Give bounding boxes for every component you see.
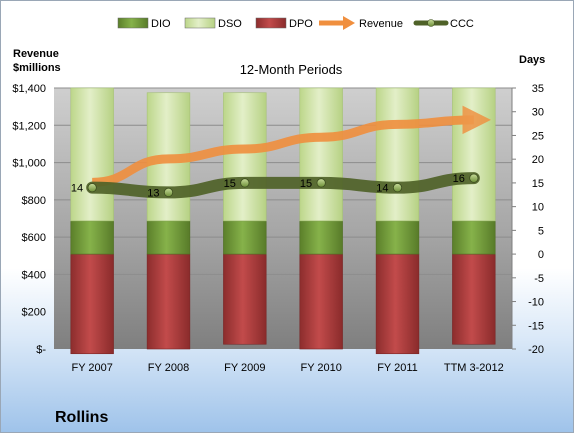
right-tick-label: 20 bbox=[532, 154, 544, 166]
left-tick-label: $200 bbox=[22, 307, 46, 319]
x-tick-label: FY 2009 bbox=[224, 362, 265, 374]
ccc-data-label: 15 bbox=[300, 178, 312, 190]
ccc-point bbox=[316, 178, 326, 188]
x-tick-label: FY 2010 bbox=[300, 362, 341, 374]
bar-dso bbox=[299, 87, 343, 222]
ccc-point bbox=[163, 187, 174, 197]
right-tick-label: 0 bbox=[538, 249, 544, 261]
ccc-data-label: 14 bbox=[71, 183, 83, 195]
bar-dpo bbox=[375, 253, 420, 355]
legend-label-dpo: DPO bbox=[289, 18, 313, 30]
right-tick-label: 15 bbox=[532, 178, 544, 190]
right-tick-label: 5 bbox=[538, 225, 544, 237]
ccc-data-label: 16 bbox=[453, 173, 465, 185]
legend-swatch-dio bbox=[117, 17, 149, 29]
x-tick-label: FY 2007 bbox=[71, 362, 112, 374]
right-tick-label: -5 bbox=[534, 273, 544, 285]
plot-area bbox=[54, 88, 512, 349]
bars bbox=[70, 87, 496, 355]
x-tick-label: TTM 3-2012 bbox=[444, 362, 504, 374]
right-tick-label: -20 bbox=[528, 344, 544, 356]
bar-dpo bbox=[146, 253, 191, 350]
right-tick-label: 30 bbox=[532, 107, 544, 119]
legend-label-ccc: CCC bbox=[450, 18, 474, 30]
legend: DIO DSO DPO Revenue CCC bbox=[117, 16, 474, 30]
right-axis: -20 -15 -10 -5 0 5 10 15 20 25 30 35 bbox=[511, 83, 544, 356]
legend-swatch-dso bbox=[184, 17, 216, 29]
bar-dso bbox=[223, 92, 267, 222]
left-axis: $- $200 $400 $600 $800 $1,000 $1,200 $1,400 bbox=[12, 83, 46, 356]
left-tick-label: $800 bbox=[22, 195, 46, 207]
ccc-series: 14 13 15 15 14 16 bbox=[71, 172, 480, 199]
bar-dio bbox=[375, 220, 420, 255]
left-tick-label: $1,400 bbox=[12, 83, 46, 95]
legend-swatch-dpo bbox=[255, 17, 287, 29]
legend-label-dio: DIO bbox=[151, 18, 171, 30]
bar-dio bbox=[146, 220, 191, 255]
bar-dpo bbox=[70, 253, 114, 355]
ccc-point bbox=[392, 183, 403, 193]
legend-arrowhead bbox=[343, 16, 355, 30]
bar-dio bbox=[223, 220, 267, 255]
left-tick-label: $400 bbox=[22, 269, 46, 281]
bar-dio bbox=[299, 220, 343, 255]
legend-label-revenue: Revenue bbox=[359, 18, 403, 30]
x-tick-label: FY 2008 bbox=[148, 362, 189, 374]
company-name: Rollins bbox=[55, 409, 108, 426]
bar-dso bbox=[70, 87, 114, 222]
ccc-point bbox=[87, 183, 97, 193]
gridlines bbox=[54, 87, 512, 313]
revenue-line bbox=[91, 105, 492, 187]
left-axis-label-line1: Revenue bbox=[13, 48, 59, 60]
right-tick-label: 25 bbox=[532, 130, 544, 142]
right-tick-label: -10 bbox=[528, 297, 544, 309]
left-axis-label-line2: $millions bbox=[13, 62, 61, 74]
chart-title: 12-Month Periods bbox=[240, 62, 343, 77]
ccc-data-label: 15 bbox=[224, 178, 236, 190]
bar-dso bbox=[375, 87, 420, 222]
left-tick-label: $1,000 bbox=[12, 158, 46, 170]
right-axis-label: Days bbox=[519, 54, 545, 66]
right-tick-label: 10 bbox=[532, 202, 544, 214]
legend-label-dso: DSO bbox=[218, 18, 242, 30]
bar-dpo bbox=[452, 253, 496, 345]
ccc-point bbox=[469, 173, 479, 183]
bar-dso bbox=[452, 87, 496, 222]
x-tick-label: FY 2011 bbox=[377, 362, 418, 374]
revenue-series bbox=[91, 105, 492, 187]
bar-dpo bbox=[299, 253, 343, 350]
ccc-line bbox=[86, 172, 480, 199]
right-tick-label: -15 bbox=[528, 320, 544, 332]
bar-dpo bbox=[223, 253, 267, 345]
bar-dio bbox=[452, 220, 496, 255]
ccc-point bbox=[240, 178, 250, 188]
right-tick-label: 35 bbox=[532, 83, 544, 95]
x-axis: FY 2007 FY 2008 FY 2009 FY 2010 FY 2011 TTM 3… bbox=[71, 362, 503, 374]
left-tick-label: $600 bbox=[22, 232, 46, 244]
bar-dio bbox=[70, 220, 114, 255]
ccc-data-label: 13 bbox=[147, 187, 159, 199]
left-tick-label: $1,200 bbox=[12, 120, 46, 132]
ccc-data-label: 14 bbox=[376, 183, 388, 195]
legend-ccc-point bbox=[427, 19, 435, 27]
left-tick-label: $- bbox=[36, 344, 46, 356]
